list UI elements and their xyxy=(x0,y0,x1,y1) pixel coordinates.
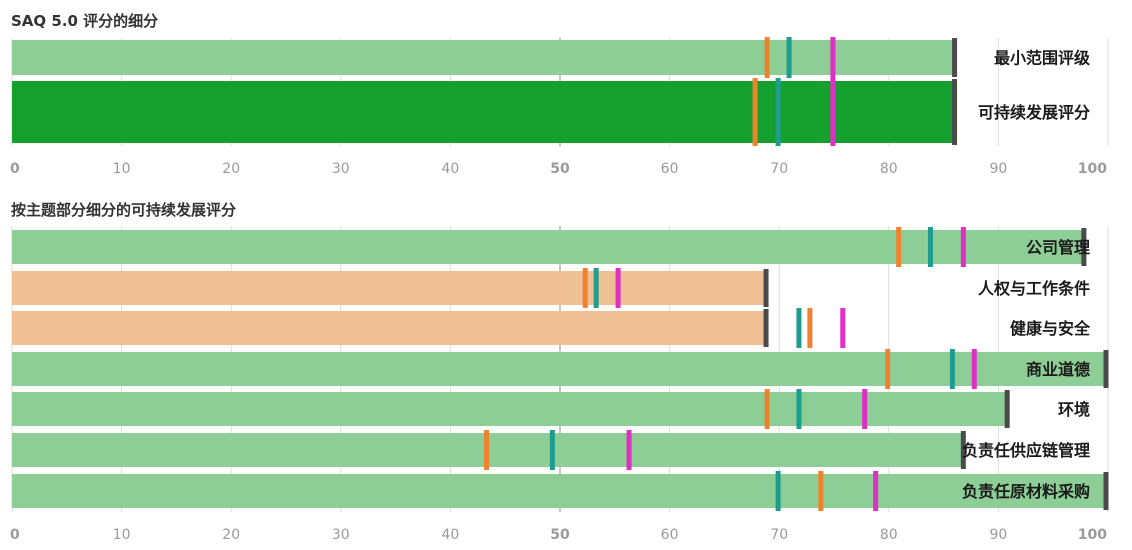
chart1-marker-orange xyxy=(752,78,758,146)
chart2-marker-orange xyxy=(582,268,588,308)
chart2-marker-orange xyxy=(818,471,824,511)
chart2-marker-teal xyxy=(796,389,802,429)
chart2-marker-magenta xyxy=(626,430,632,470)
chart2-marker-orange xyxy=(896,227,902,267)
chart1-marker-magenta xyxy=(830,78,836,146)
chart2-marker-magenta xyxy=(960,227,966,267)
chart2-tick-label: 20 xyxy=(222,527,240,543)
chart2-marker-teal xyxy=(775,471,781,511)
chart1-tick-label: 10 xyxy=(113,161,131,177)
chart2-category-label: 环境 xyxy=(1058,400,1090,419)
chart2-bar xyxy=(12,474,1108,508)
chart1-marker-teal xyxy=(786,37,792,78)
chart1-bar-end-marker xyxy=(952,79,958,145)
chart2-category-label: 商业道德 xyxy=(1026,360,1090,379)
chart2-marker-magenta xyxy=(862,389,868,429)
chart2-category-label: 负责任供应链管理 xyxy=(962,441,1090,460)
chart2-tick-label: 30 xyxy=(332,527,350,543)
chart2-bar-end-marker xyxy=(1103,350,1109,388)
chart2-bar-end-marker xyxy=(1103,472,1109,510)
chart2-marker-magenta xyxy=(615,268,621,308)
chart1-tick-label: 80 xyxy=(880,161,898,177)
chart1-tick-label: 0 xyxy=(10,161,20,177)
chart2-marker-teal xyxy=(549,430,555,470)
chart1-bar xyxy=(12,40,955,75)
chart2-marker-teal xyxy=(796,308,802,348)
chart1-tick-label: 30 xyxy=(332,161,350,177)
chart2-marker-orange xyxy=(484,430,490,470)
chart2-bar-end-marker xyxy=(1081,228,1087,266)
chart2-marker-magenta xyxy=(840,308,846,348)
chart2-marker-teal xyxy=(593,268,599,308)
chart2-bar-end-marker xyxy=(763,269,769,307)
chart2-marker-teal xyxy=(949,349,955,389)
chart1-bar-end-marker xyxy=(952,38,958,77)
chart1-tick-label: 90 xyxy=(989,161,1007,177)
chart2-tick-label: 10 xyxy=(113,527,131,543)
chart1-tick-label: 60 xyxy=(661,161,679,177)
chart2-tick-label: 60 xyxy=(661,527,679,543)
chart2-category-label: 公司管理 xyxy=(1026,238,1090,257)
chart1-bar xyxy=(12,81,955,143)
chart2-bar xyxy=(12,392,1008,426)
chart1-category-label: 可持续发展评分 xyxy=(978,103,1090,122)
chart2-tick-label: 70 xyxy=(770,527,788,543)
chart2-bar xyxy=(12,271,767,305)
chart2-bar xyxy=(12,230,1084,264)
chart2-marker-orange xyxy=(885,349,891,389)
chart2-tick-label: 80 xyxy=(880,527,898,543)
chart2-bar-end-marker xyxy=(1004,390,1010,428)
chart2-marker-orange xyxy=(807,308,813,348)
chart2-category-label: 健康与安全 xyxy=(1010,319,1091,338)
chart1-category-label: 最小范围评级 xyxy=(994,49,1091,68)
chart1-tick-label: 70 xyxy=(770,161,788,177)
chart2-bar-end-marker xyxy=(960,431,966,469)
chart1-marker-orange xyxy=(764,37,770,78)
chart2-marker-orange xyxy=(764,389,770,429)
chart2-tick-label: 90 xyxy=(989,527,1007,543)
chart1-marker-teal xyxy=(775,78,781,146)
chart1-tick-label: 100 xyxy=(1078,161,1107,177)
chart2-tick-label: 50 xyxy=(550,527,570,543)
chart1-tick-label: 50 xyxy=(550,161,570,177)
chart2-tick-label: 40 xyxy=(441,527,459,543)
chart2-category-label: 负责任原材料采购 xyxy=(962,482,1090,501)
chart1-marker-magenta xyxy=(830,37,836,78)
chart1-tick-label: 20 xyxy=(222,161,240,177)
chart2-bar xyxy=(12,352,1108,386)
chart-title-saq-breakdown: SAQ 5.0 评分的细分 xyxy=(11,12,159,30)
chart2-tick-label: 0 xyxy=(10,527,20,543)
chart2-bar xyxy=(12,311,767,345)
chart2-bar-end-marker xyxy=(763,309,769,347)
chart2-category-label: 人权与工作条件 xyxy=(978,279,1090,298)
chart2-tick-label: 100 xyxy=(1078,527,1107,543)
chart2-marker-teal xyxy=(927,227,933,267)
chart1-tick-label: 40 xyxy=(441,161,459,177)
chart2-marker-magenta xyxy=(873,471,879,511)
chart2-marker-magenta xyxy=(971,349,977,389)
chart-title-theme-breakdown: 按主题部分细分的可持续发展评分 xyxy=(11,201,237,219)
